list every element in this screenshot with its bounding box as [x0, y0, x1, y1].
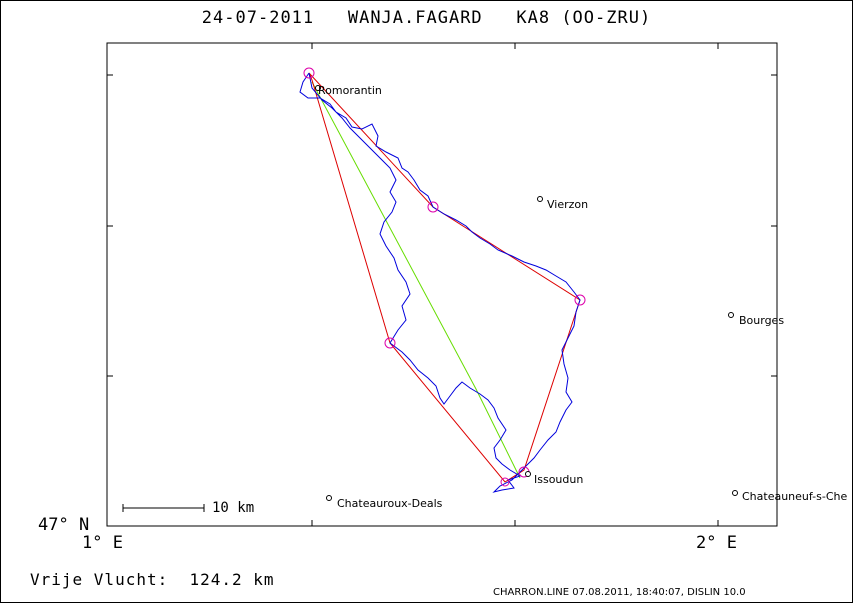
lat-label: 47° N [38, 515, 90, 535]
axis-box [106, 42, 778, 527]
place-label-bourges: Bourges [739, 314, 785, 327]
marker-vierzon [537, 196, 543, 202]
turnpoint-4 [500, 477, 510, 487]
axis-ticks [107, 43, 777, 527]
place-label-chateauneuf: Chateauneuf-s-Che [742, 490, 848, 503]
turnpoint-2 [574, 294, 586, 306]
task-line [308, 72, 581, 483]
turnpoints [303, 67, 586, 487]
place-label-romorantin: Romorantin [318, 84, 382, 97]
place-markers [315, 85, 738, 501]
marker-issoudun [525, 471, 531, 477]
place-label-vierzon: Vierzon [547, 198, 589, 211]
marker-bourges [728, 312, 734, 318]
lon-label-1e: 1° E [82, 533, 123, 553]
marker-chateauneuf [732, 490, 738, 496]
lon-label-2e: 2° E [696, 533, 737, 553]
turnpoint-3 [384, 337, 396, 349]
flight-title: 24-07-2011 WANJA.FAGARD KA8 (OO-ZRU) [201, 8, 652, 28]
flight-track [299, 72, 581, 493]
place-label-issoudun: Issoudun [534, 473, 584, 486]
marker-chateauroux [326, 495, 332, 501]
turnpoint-start [303, 67, 315, 79]
marker-romorantin [315, 85, 321, 91]
scale-bar [122, 504, 205, 512]
footer-info: CHARRON.LINE 07.08.2011, 18:40:07, DISLI… [493, 587, 746, 598]
scale-bar-label: 10 km [212, 500, 255, 516]
free-flight-summary: Vrije Vlucht: 124.2 km [30, 570, 275, 589]
free-flight-distance: 124.2 km [189, 570, 275, 589]
turnpoint-1 [427, 201, 439, 213]
place-label-chateauroux: Chateauroux-Deals [337, 497, 443, 510]
free-flight-leg [311, 81, 521, 479]
free-flight-label: Vrije Vlucht: [30, 570, 169, 589]
